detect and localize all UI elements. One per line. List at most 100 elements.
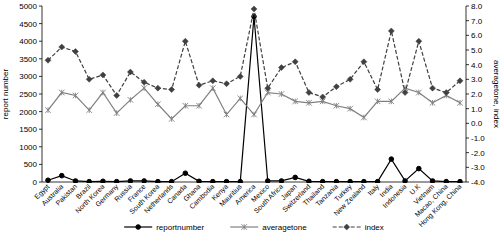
marker-diamond [86, 76, 92, 82]
marker-diamond [388, 28, 394, 34]
marker-circle [59, 173, 64, 178]
marker-diamond [375, 87, 381, 93]
marker-diamond [114, 92, 120, 98]
marker-circle [279, 179, 284, 183]
marker-diamond [292, 59, 298, 65]
marker-circle [320, 179, 325, 183]
y2-tick-label: -1.0 [471, 134, 485, 143]
marker-circle [46, 178, 51, 183]
marker-diamond [237, 73, 243, 79]
y-tick [39, 164, 42, 165]
marker-x [196, 103, 202, 109]
x-tick-label: South Africa [253, 183, 285, 215]
y2-tick [466, 152, 469, 153]
marker-x [141, 85, 147, 91]
legend-label: index [365, 223, 384, 232]
y2-tick-label: -3.0 [471, 163, 485, 172]
legend-item: reportnumber [124, 223, 204, 232]
y-tick-label: 1500 [19, 125, 37, 134]
marker-circle [238, 179, 243, 183]
legend-marker [136, 225, 141, 230]
y-tick-label: 0 [33, 178, 38, 187]
y2-tick-label: 5.0 [471, 46, 483, 55]
y2-tick [466, 6, 469, 7]
y-tick-label: 2000 [19, 108, 37, 117]
marker-circle [348, 179, 353, 183]
y2-tick [466, 138, 469, 139]
marker-diamond [278, 65, 284, 71]
y-tick [39, 76, 42, 77]
marker-circle [87, 179, 92, 183]
y-tick [39, 146, 42, 147]
y2-tick [466, 123, 469, 124]
y2-tick [466, 64, 469, 65]
marker-x [361, 115, 367, 121]
marker-x [279, 91, 285, 97]
marker-diamond [416, 38, 422, 44]
y2-tick [466, 182, 469, 183]
marker-diamond [430, 85, 436, 91]
marker-diamond [333, 84, 339, 90]
legend-item: averagetone [230, 223, 307, 232]
marker-diamond [72, 48, 78, 54]
marker-x [292, 99, 298, 105]
y2-tick [466, 94, 469, 95]
plot-area [45, 6, 463, 183]
y-tick [39, 182, 42, 183]
marker-x [306, 100, 312, 106]
marker-x [128, 97, 134, 103]
marker-diamond [169, 87, 175, 93]
y-tick [39, 129, 42, 130]
legend-label: reportnumber [156, 223, 204, 232]
x-tick-label: Indonesia [381, 183, 407, 209]
marker-x [251, 112, 257, 118]
y-tick [39, 6, 42, 7]
marker-x [416, 90, 422, 96]
marker-x [375, 99, 381, 105]
y-tick-label: 2500 [19, 90, 37, 99]
marker-circle [389, 157, 394, 162]
marker-circle [211, 179, 216, 183]
marker-circle [169, 179, 174, 183]
marker-circle [458, 179, 463, 183]
marker-circle [444, 179, 449, 183]
y-tick [39, 41, 42, 42]
marker-x [100, 90, 106, 96]
marker-diamond [443, 90, 449, 96]
marker-circle [430, 179, 435, 183]
marker-diamond [457, 78, 463, 84]
y-tick-label: 5000 [19, 2, 37, 11]
marker-diamond [347, 76, 353, 82]
y-tick-label: 4000 [19, 37, 37, 46]
marker-x [59, 90, 65, 96]
marker-diamond [361, 59, 367, 65]
marker-diamond [182, 38, 188, 44]
x-tick-label: New Zealand [332, 183, 366, 217]
marker-circle [417, 166, 422, 171]
marker-circle [403, 179, 408, 183]
y2-tick-label: 3.0 [471, 75, 483, 84]
marker-diamond [155, 85, 161, 91]
marker-diamond [210, 78, 216, 84]
marker-diamond [141, 79, 147, 85]
y2-tick-label: 7.0 [471, 17, 483, 26]
marker-x [224, 112, 230, 118]
series-line [48, 9, 460, 97]
y2-tick-label: 2.0 [471, 90, 483, 99]
y-tick [39, 23, 42, 24]
marker-diamond [100, 72, 106, 78]
y2-tick [466, 167, 469, 168]
y-tick-label: 500 [24, 160, 38, 169]
marker-diamond [402, 90, 408, 96]
marker-circle [197, 179, 202, 183]
marker-x [210, 85, 216, 91]
marker-diamond [306, 90, 312, 96]
y2-tick-label: 6.0 [471, 31, 483, 40]
legend-label: averagetone [262, 223, 307, 232]
marker-x [169, 116, 175, 122]
marker-circle [362, 179, 367, 183]
y-axis-title: report number [1, 69, 10, 120]
marker-circle [156, 179, 161, 183]
y2-tick [466, 35, 469, 36]
marker-x [183, 103, 189, 109]
